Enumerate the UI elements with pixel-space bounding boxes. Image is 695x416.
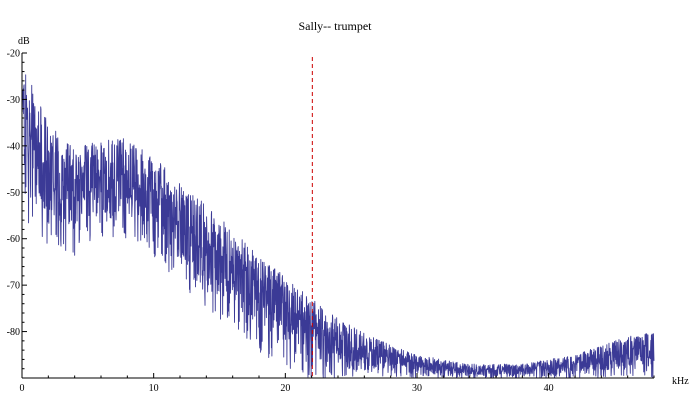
y-tick-label: -30 (7, 95, 20, 106)
y-tick-label: -70 (7, 281, 20, 292)
y-ticks: -20 -30 -40 -50 -60 -70 -80 (7, 49, 27, 370)
x-tick-label: 0 (20, 383, 25, 394)
y-tick-label: -20 (7, 49, 20, 60)
y-tick-label: -40 (7, 141, 20, 152)
x-axis-label: kHz (672, 376, 689, 387)
y-tick-label: -80 (7, 327, 20, 338)
x-tick-label: 30 (412, 383, 422, 394)
x-tick-label: 40 (544, 383, 554, 394)
x-tick-label: 10 (149, 383, 159, 394)
chart-title: Sally-- trumpet (299, 19, 373, 33)
x-ticks: 0 10 20 30 40 (20, 373, 655, 394)
x-tick-label: 20 (280, 383, 290, 394)
series-layer (21, 74, 655, 379)
series-line (21, 74, 655, 379)
y-tick-label: -50 (7, 188, 20, 199)
y-tick-label: -60 (7, 234, 20, 245)
y-axis-label: dB (18, 36, 30, 47)
